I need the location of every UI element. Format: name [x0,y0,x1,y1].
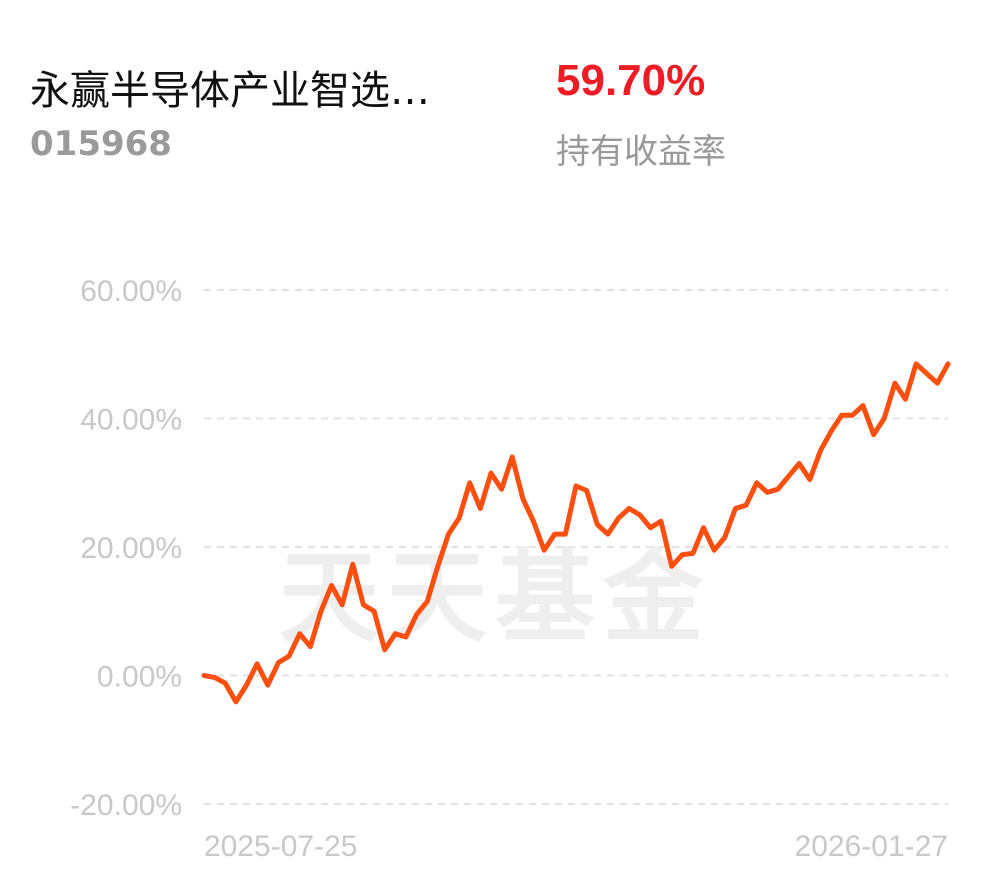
y-tick-label: 20.00% [80,532,182,565]
x-tick-label: 2026-01-27 [795,830,948,863]
y-tick-label: -20.00% [70,789,182,822]
y-tick-label: 60.00% [80,275,182,308]
grid-lines [204,289,948,805]
return-series-line [201,361,951,705]
y-tick-label: 0.00% [97,661,182,694]
watermark: 天天基金 [279,538,711,656]
fund-name: 永赢半导体产业智选… [30,68,430,114]
fund-code: 015968 [30,124,172,164]
holding-return-label: 持有收益率 [556,132,726,172]
y-tick-label: 40.00% [80,404,182,437]
x-tick-label: 2025-07-25 [204,830,357,863]
holding-return-value: 59.70% [556,56,706,105]
series-layer [201,361,951,705]
x-axis-ticks: 2025-07-25 2026-01-27 [204,830,948,863]
y-axis-ticks: 60.00% 40.00% 20.00% 0.00% -20.00% [70,275,182,822]
